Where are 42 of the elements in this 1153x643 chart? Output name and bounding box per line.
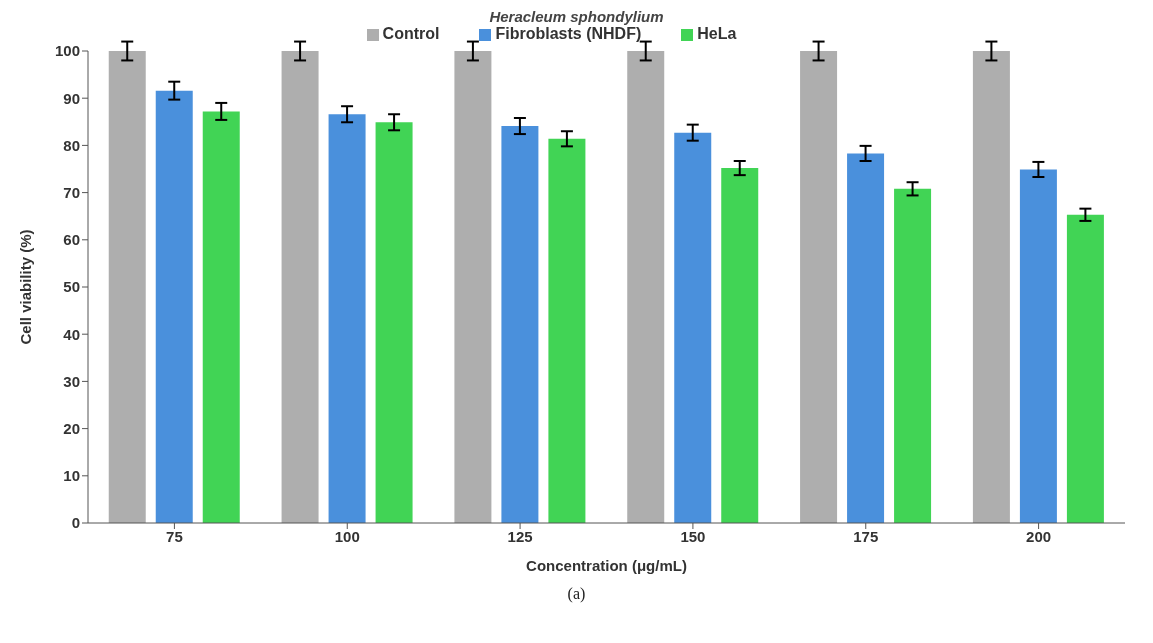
bar bbox=[1066, 214, 1104, 523]
x-tick-label: 75 bbox=[166, 527, 183, 545]
y-tick-label: 30 bbox=[63, 372, 80, 390]
y-tick-label: 40 bbox=[63, 325, 80, 343]
x-axis-title: Concentration (μg/mL) bbox=[526, 557, 687, 574]
x-tick-label: 100 bbox=[334, 527, 360, 545]
y-tick-label: 60 bbox=[63, 231, 80, 249]
bar bbox=[721, 168, 759, 523]
text: (a) bbox=[566, 585, 587, 603]
bar bbox=[454, 51, 492, 523]
bar bbox=[972, 51, 1010, 523]
bar bbox=[202, 111, 240, 523]
bar bbox=[847, 153, 885, 523]
bar bbox=[1019, 169, 1057, 523]
x-tick-label: 150 bbox=[680, 527, 706, 545]
x-tick-label: 200 bbox=[1026, 527, 1052, 545]
y-tick-label: 70 bbox=[63, 183, 80, 201]
x-tick-label: 175 bbox=[853, 527, 879, 545]
legend-label: Fibroblasts (NHDF) bbox=[495, 25, 642, 42]
y-tick-label: 20 bbox=[63, 419, 80, 437]
bar bbox=[155, 90, 193, 523]
bar bbox=[281, 51, 319, 523]
bar bbox=[501, 126, 539, 523]
y-tick-label: 100 bbox=[54, 42, 80, 60]
y-tick-label: 0 bbox=[71, 514, 80, 532]
bar bbox=[894, 188, 932, 523]
bar bbox=[800, 51, 838, 523]
legend-label: Control bbox=[382, 25, 440, 42]
y-tick-label: 90 bbox=[63, 89, 80, 107]
bar bbox=[548, 138, 586, 523]
bar bbox=[627, 51, 665, 523]
x-tick-label: 125 bbox=[507, 527, 533, 545]
legend-label: HeLa bbox=[697, 25, 737, 42]
y-axis-title: Cell viability (%) bbox=[17, 229, 35, 345]
bar bbox=[108, 51, 146, 523]
y-tick-label: 80 bbox=[63, 136, 80, 154]
y-tick-label: 10 bbox=[63, 467, 80, 485]
y-tick-label: 50 bbox=[63, 278, 80, 296]
bar bbox=[328, 114, 366, 523]
bar bbox=[375, 122, 413, 523]
bar bbox=[674, 132, 712, 523]
chart-title: Heracleum sphondylium bbox=[488, 8, 665, 25]
